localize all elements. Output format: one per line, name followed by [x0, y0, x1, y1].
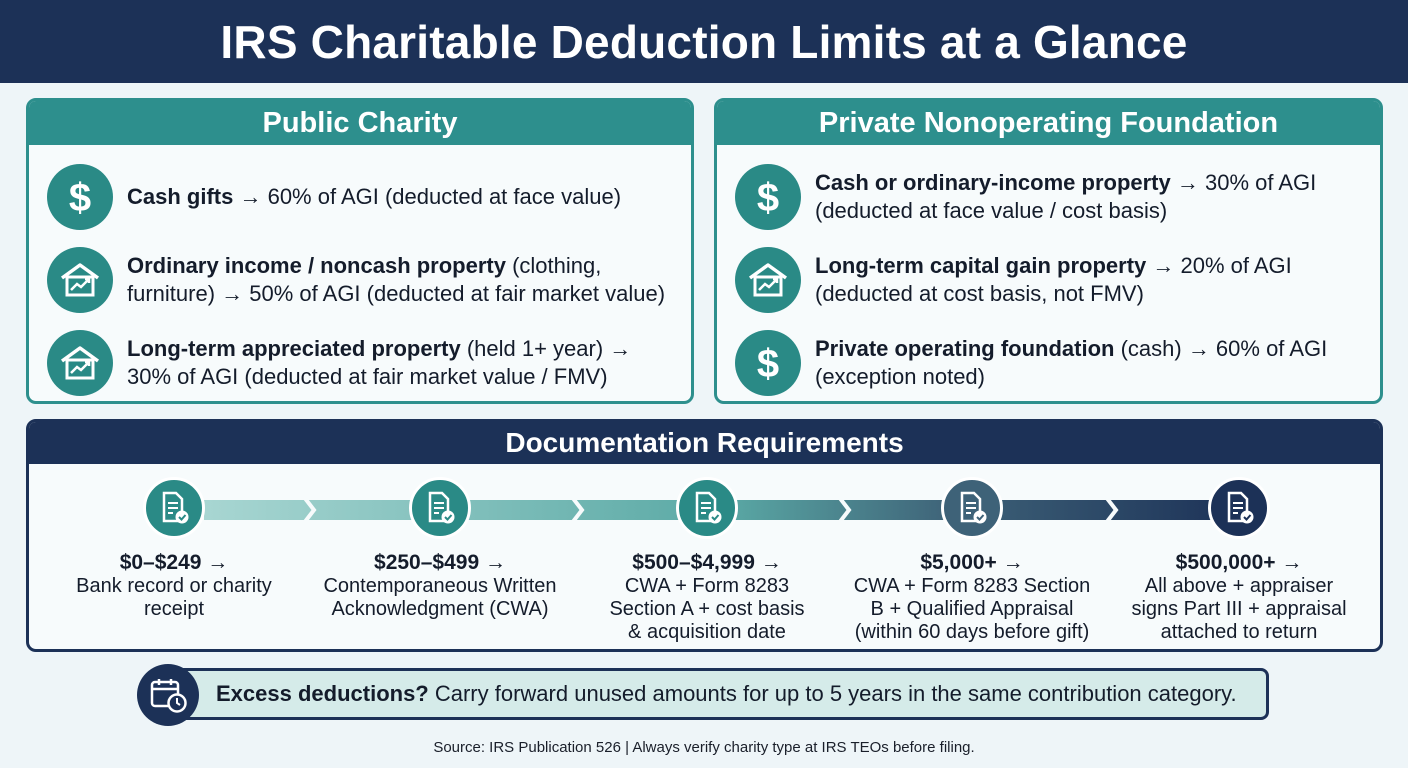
header-banner: IRS Charitable Deduction Limits at a Gla… [0, 0, 1408, 83]
step-desc-line: Bank record or charity [76, 575, 272, 597]
svg-text:$: $ [757, 342, 779, 385]
item-label: Private operating foundation [815, 335, 1115, 361]
step-desc-line: (within 60 days before gift) [854, 621, 1090, 643]
carry-forward-callout: Excess deductions? Carry forward unused … [155, 668, 1269, 720]
list-item: $ Cash or ordinary-income property → 30%… [735, 155, 1364, 238]
document-check-icon [409, 477, 471, 539]
dollar-icon: $ [47, 163, 113, 230]
step-desc-line: B + Qualified Appraisal [870, 598, 1074, 620]
document-check-icon [676, 477, 738, 539]
private-foundation-panel: Private Nonoperating Foundation $ Cash o… [714, 98, 1383, 404]
document-check-icon [143, 477, 205, 539]
page-title: IRS Charitable Deduction Limits at a Gla… [220, 15, 1188, 68]
doc-step-4: $5,000+ → CWA + Form 8283 Section B + Qu… [847, 477, 1097, 644]
item-detail-2: (exception noted) [815, 363, 985, 389]
documentation-panel: Documentation Requirements $0–$249 → Ban… [26, 419, 1383, 652]
list-item: Long-term appreciated property (held 1+ … [47, 321, 675, 401]
item-label: Long-term appreciated property [127, 335, 461, 361]
doc-step-5: $500,000+ → All above + appraiser signs … [1114, 477, 1364, 644]
item-detail: (clothing, [505, 252, 602, 278]
callout-heading: Excess deductions? [216, 681, 429, 706]
svg-text:$: $ [69, 176, 91, 219]
item-detail: → 20% of AGI [1146, 252, 1292, 278]
step-desc-line: Section A + cost basis [609, 598, 805, 620]
doc-step-2: $250–$499 → Contemporaneous Written Ackn… [315, 477, 565, 621]
dollar-icon: $ [735, 163, 801, 230]
house-chart-icon [735, 246, 801, 313]
house-chart-icon [47, 329, 113, 396]
document-check-icon [1208, 477, 1270, 539]
list-item: Long-term capital gain property → 20% of… [735, 238, 1364, 321]
step-desc-line: receipt [143, 598, 205, 620]
step-amount: $0–$249 → [119, 551, 229, 574]
public-charity-heading: Public Charity [29, 101, 691, 145]
list-item: Ordinary income / noncash property (clot… [47, 238, 675, 321]
item-label: Cash or ordinary-income property [815, 169, 1171, 195]
dollar-icon: $ [735, 329, 801, 396]
item-detail: → 60% of AGI (deducted at face value) [233, 183, 622, 209]
house-chart-icon [47, 246, 113, 313]
private-foundation-heading: Private Nonoperating Foundation [717, 101, 1380, 145]
callout-text: Carry forward unused amounts for up to 5… [428, 681, 1237, 706]
step-desc-line: Acknowledgment (CWA) [331, 598, 549, 620]
doc-step-3: $500–$4,999 → CWA + Form 8283 Section A … [582, 477, 832, 644]
list-item: $ Private operating foundation (cash) → … [735, 321, 1364, 401]
item-detail-2: furniture) → 50% of AGI (deducted at fai… [127, 280, 666, 306]
item-detail: (cash) → 60% of AGI [1114, 335, 1328, 361]
step-amount: $500,000+ → [1175, 551, 1303, 574]
step-amount: $5,000+ → [920, 551, 1024, 574]
svg-text:$: $ [757, 176, 779, 219]
doc-step-1: $0–$249 → Bank record or charity receipt [49, 477, 299, 621]
source-footnote: Source: IRS Publication 526 | Always ver… [433, 739, 975, 756]
step-desc-line: All above + appraiser [1144, 575, 1334, 597]
step-desc-line: & acquisition date [628, 621, 786, 643]
step-desc-line: Contemporaneous Written [323, 575, 557, 597]
item-detail-2: (deducted at face value / cost basis) [815, 197, 1168, 223]
step-amount: $250–$499 → [374, 551, 506, 574]
calendar-clock-icon [137, 664, 199, 726]
list-item: $ Cash gifts → 60% of AGI (deducted at f… [47, 155, 675, 238]
item-detail: → 30% of AGI [1170, 169, 1317, 195]
item-detail-2: 30% of AGI (deducted at fair market valu… [127, 363, 608, 389]
step-desc-line: signs Part III + appraisal [1131, 598, 1347, 620]
item-label: Ordinary income / noncash property [127, 252, 506, 278]
item-detail: (held 1+ year) → [460, 335, 632, 361]
step-desc-line: CWA + Form 8283 [624, 575, 790, 597]
item-label: Cash gifts [127, 183, 234, 209]
documentation-heading: Documentation Requirements [29, 422, 1380, 464]
public-charity-panel: Public Charity $ Cash gifts → 60% of AGI… [26, 98, 694, 404]
document-check-icon [941, 477, 1003, 539]
step-desc-line: attached to return [1160, 621, 1318, 643]
item-detail-2: (deducted at cost basis, not FMV) [815, 280, 1144, 306]
step-desc-line: CWA + Form 8283 Section [853, 575, 1091, 597]
step-amount: $500–$4,999 → [632, 551, 782, 574]
item-label: Long-term capital gain property [815, 252, 1147, 278]
